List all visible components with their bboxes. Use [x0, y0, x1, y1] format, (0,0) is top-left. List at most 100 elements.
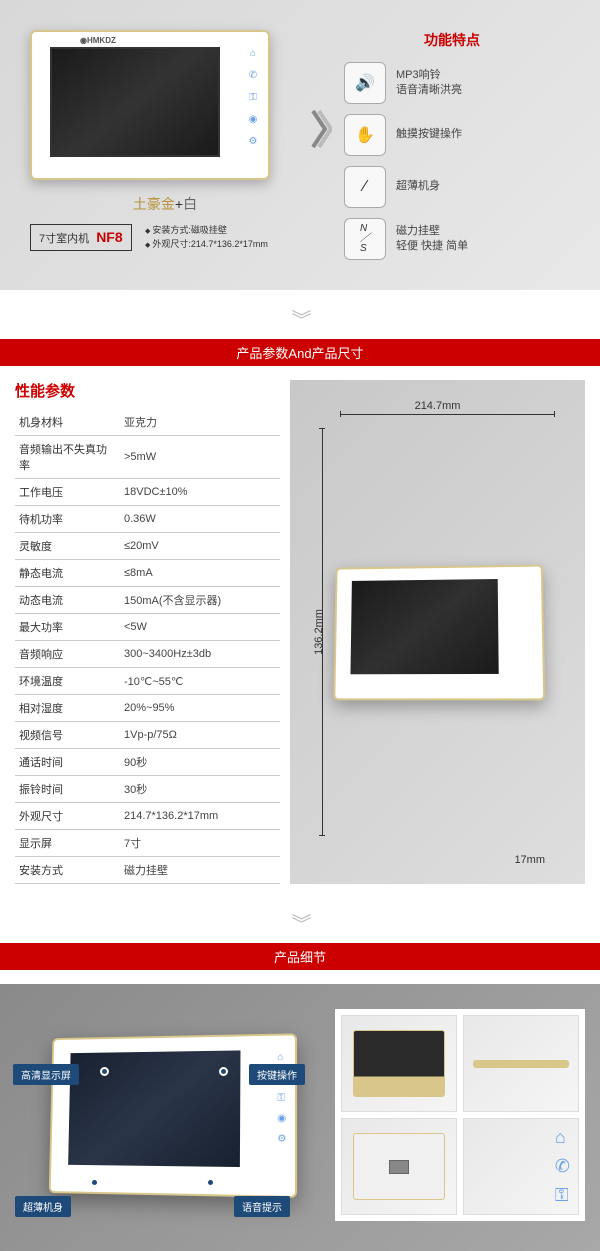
- spec-val: 20%~95%: [120, 695, 280, 722]
- spec-key: 相对湿度: [15, 695, 120, 722]
- spec-val: 1Vp-p/75Ω: [120, 722, 280, 749]
- install-line1: 安装方式:磁吸挂壁: [145, 224, 268, 238]
- dim-height-line: [322, 428, 323, 836]
- specs-title: 性能参数: [15, 380, 280, 401]
- table-row: 环境温度-10℃~55℃: [15, 668, 280, 695]
- model-box: 7寸室内机 NF8: [30, 224, 132, 251]
- callout-buttons: 按键操作: [249, 1064, 305, 1085]
- dim-depth-label: 17mm: [514, 854, 545, 866]
- spec-key: 静态电流: [15, 560, 120, 587]
- home-icon: ⌂: [555, 1127, 570, 1148]
- spec-key: 动态电流: [15, 587, 120, 614]
- callout-voice: 语音提示: [234, 1196, 290, 1217]
- spec-val: 0.36W: [120, 506, 280, 533]
- key-icon: ⚿: [555, 1185, 570, 1206]
- gear-icon: ⚙: [246, 134, 260, 148]
- table-row: 灵敏度≤20mV: [15, 533, 280, 560]
- home-icon: ⌂: [246, 46, 260, 60]
- specs-table-col: 性能参数 机身材料亚克力音频输出不失真功率>5mW工作电压18VDC±10%待机…: [15, 380, 280, 884]
- dim-width-label: 214.7mm: [415, 400, 461, 412]
- detail-thumbs: ⌂ ✆ ⚿: [335, 1009, 585, 1221]
- detail-hero: ⌂ ✆ ⚿ ◉ ⚙ 高清显示屏 超薄机身 按键操作 语音提示: [15, 1009, 325, 1221]
- spec-key: 视频信号: [15, 722, 120, 749]
- arrow-right-icon: [310, 109, 334, 152]
- spec-key: 灵敏度: [15, 533, 120, 560]
- spec-key: 通话时间: [15, 749, 120, 776]
- feature-icon: N／S: [344, 218, 386, 260]
- feature-text: 超薄机身: [396, 179, 440, 194]
- table-row: 音频响应300~3400Hz±3db: [15, 641, 280, 668]
- spec-val: 30秒: [120, 776, 280, 803]
- details-section: ⌂ ✆ ⚿ ◉ ⚙ 高清显示屏 超薄机身 按键操作 语音提示 ⌂ ✆ ⚿: [0, 984, 600, 1251]
- spec-key: 环境温度: [15, 668, 120, 695]
- eye-icon: ◉: [246, 112, 260, 126]
- thumb-back: [341, 1118, 457, 1215]
- spec-val: <5W: [120, 614, 280, 641]
- table-row: 视频信号1Vp-p/75Ω: [15, 722, 280, 749]
- spec-key: 振铃时间: [15, 776, 120, 803]
- chevron-down-icon: ︾: [0, 908, 600, 937]
- table-row: 音频输出不失真功率>5mW: [15, 436, 280, 479]
- table-row: 振铃时间30秒: [15, 776, 280, 803]
- dim-product-screen: [350, 578, 498, 673]
- spec-val: 150mA(不含显示器): [120, 587, 280, 614]
- spec-key: 工作电压: [15, 479, 120, 506]
- table-row: 外观尺寸214.7*136.2*17mm: [15, 803, 280, 830]
- spec-key: 安装方式: [15, 857, 120, 884]
- features-title: 功能特点: [344, 30, 560, 50]
- thumb-icons: ⌂ ✆ ⚿: [463, 1118, 579, 1215]
- feature-text: 磁力挂壁轻便 快捷 简单: [396, 224, 468, 255]
- color-plus: +: [175, 196, 183, 212]
- dimensions-panel: 214.7mm 136.2mm 17mm: [290, 380, 585, 884]
- phone-icon: ✆: [555, 1156, 570, 1177]
- install-info: 安装方式:磁吸挂壁 外观尺寸:214.7*136.2*17mm: [145, 224, 268, 251]
- spec-val: 300~3400Hz±3db: [120, 641, 280, 668]
- thumb-side: [463, 1015, 579, 1112]
- callout-screen: 高清显示屏: [13, 1064, 79, 1085]
- key-icon: ⚿: [277, 1092, 286, 1103]
- spec-val: 90秒: [120, 749, 280, 776]
- spec-val: 18VDC±10%: [120, 479, 280, 506]
- color-white: 白: [183, 196, 197, 212]
- feature-row: 🔊MP3响铃语音清晰洪亮: [344, 62, 585, 104]
- callout-body: 超薄机身: [15, 1196, 71, 1217]
- feature-row: ⁄超薄机身: [344, 166, 585, 208]
- table-row: 相对湿度20%~95%: [15, 695, 280, 722]
- spec-key: 音频输出不失真功率: [15, 436, 120, 479]
- spec-key: 音频响应: [15, 641, 120, 668]
- eye-icon: ◉: [277, 1113, 286, 1124]
- model-code: NF8: [96, 229, 122, 245]
- features-list: 🔊MP3响铃语音清晰洪亮 ✋触摸按键操作 ⁄超薄机身 N／S 磁力挂壁轻便 快捷 简单: [344, 62, 585, 260]
- spec-val: ≤20mV: [120, 533, 280, 560]
- spec-key: 显示屏: [15, 830, 120, 857]
- feature-row: N／S 磁力挂壁轻便 快捷 简单: [344, 218, 585, 260]
- spec-val: 214.7*136.2*17mm: [120, 803, 280, 830]
- key-icon: ⚿: [246, 90, 260, 104]
- color-label: 土豪金+白: [30, 194, 300, 214]
- color-gold: 土豪金: [133, 196, 175, 212]
- table-row: 工作电压18VDC±10%: [15, 479, 280, 506]
- table-row: 待机功率0.36W: [15, 506, 280, 533]
- table-row: 通话时间90秒: [15, 749, 280, 776]
- model-prefix: 7寸室内机: [39, 233, 89, 245]
- table-row: 动态电流150mA(不含显示器): [15, 587, 280, 614]
- hero-section: ◉HMKDZ ⌂ ✆ ⚿ ◉ ⚙ 土豪金+白 7寸室内机 NF8 安装方式:磁吸…: [0, 0, 600, 290]
- thumb-front: [341, 1015, 457, 1112]
- hero-left: ◉HMKDZ ⌂ ✆ ⚿ ◉ ⚙ 土豪金+白 7寸室内机 NF8 安装方式:磁吸…: [0, 30, 300, 270]
- install-line2: 外观尺寸:214.7*136.2*17mm: [145, 238, 268, 252]
- table-row: 最大功率<5W: [15, 614, 280, 641]
- detail-product-image: ⌂ ✆ ⚿ ◉ ⚙: [49, 1033, 297, 1198]
- dim-product-image: [333, 564, 545, 700]
- spec-val: 磁力挂壁: [120, 857, 280, 884]
- spec-val: 7寸: [120, 830, 280, 857]
- thumb-icon-stack: ⌂ ✆ ⚿: [555, 1127, 570, 1206]
- product-screen: [50, 47, 220, 157]
- gear-icon: ⚙: [277, 1133, 286, 1144]
- phone-icon: ✆: [246, 68, 260, 82]
- spec-key: 最大功率: [15, 614, 120, 641]
- home-icon: ⌂: [277, 1052, 286, 1063]
- spec-key: 外观尺寸: [15, 803, 120, 830]
- product-image-main: ◉HMKDZ ⌂ ✆ ⚿ ◉ ⚙: [30, 30, 270, 180]
- brand-logo: ◉HMKDZ: [80, 36, 116, 45]
- feature-row: ✋触摸按键操作: [344, 114, 585, 156]
